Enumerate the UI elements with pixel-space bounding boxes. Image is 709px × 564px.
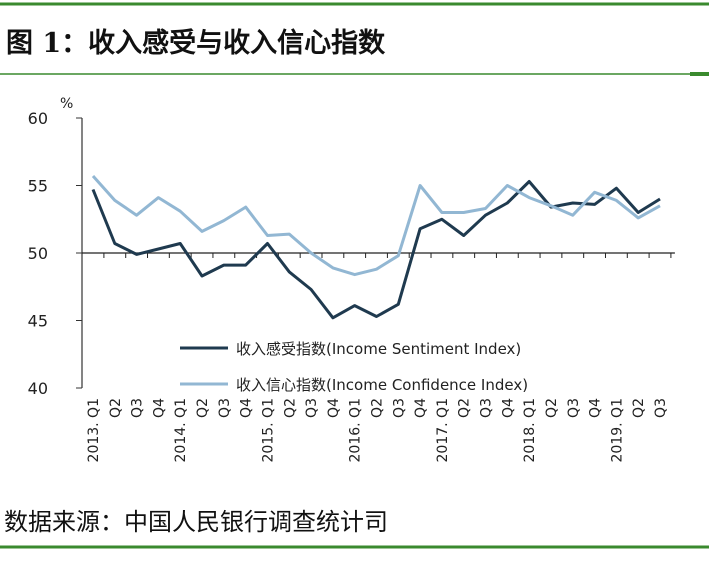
- y-tick-label: 60: [28, 109, 48, 128]
- legend-label: 收入感受指数(Income Sentiment Index): [236, 340, 521, 358]
- y-tick-label: 40: [28, 379, 48, 398]
- series-line: [91, 180, 661, 320]
- y-tick-label: 55: [28, 177, 48, 196]
- x-tick-label: Q4: [413, 398, 429, 418]
- x-tick-label: 2016. Q1: [348, 398, 364, 462]
- legend-label: 收入信心指数(Income Confidence Index): [236, 376, 528, 394]
- series-line: [91, 175, 661, 277]
- x-tick-label: Q3: [130, 398, 146, 418]
- x-tick-label: Q2: [108, 398, 124, 418]
- y-tick-label: 50: [28, 244, 48, 263]
- x-tick-label: Q3: [304, 398, 320, 418]
- y-tick-label: 45: [28, 312, 48, 331]
- x-tick-label: Q4: [500, 398, 516, 418]
- x-tick-label: Q2: [544, 398, 560, 418]
- x-tick-label: 2019. Q1: [609, 398, 625, 462]
- x-tick-label: Q2: [195, 398, 211, 418]
- x-tick-label: 2013. Q1: [86, 398, 102, 462]
- x-tick-label: Q3: [217, 398, 233, 418]
- x-tick-label: Q3: [391, 398, 407, 418]
- x-tick-label: 2014. Q1: [173, 398, 189, 462]
- x-tick-label: Q4: [326, 398, 342, 418]
- x-tick-label: Q2: [631, 398, 647, 418]
- chart-title: 图 1：收入感受与收入信心指数: [6, 27, 386, 59]
- x-tick-label: Q2: [370, 398, 386, 418]
- x-tick-label: Q3: [653, 398, 669, 418]
- x-tick-label: Q2: [457, 398, 473, 418]
- x-tick-label: 2018. Q1: [522, 398, 538, 462]
- x-tick-label: Q2: [282, 398, 298, 418]
- x-tick-label: 2015. Q1: [260, 398, 276, 462]
- y-unit: %: [60, 96, 73, 112]
- source-note: 数据来源：中国人民银行调查统计司: [4, 508, 388, 536]
- x-tick-label: 2017. Q1: [435, 398, 451, 462]
- x-tick-label: Q3: [479, 398, 495, 418]
- x-tick-label: Q4: [151, 398, 167, 418]
- x-tick-label: Q3: [566, 398, 582, 418]
- x-tick-label: Q4: [239, 398, 255, 418]
- x-tick-label: Q4: [588, 398, 604, 418]
